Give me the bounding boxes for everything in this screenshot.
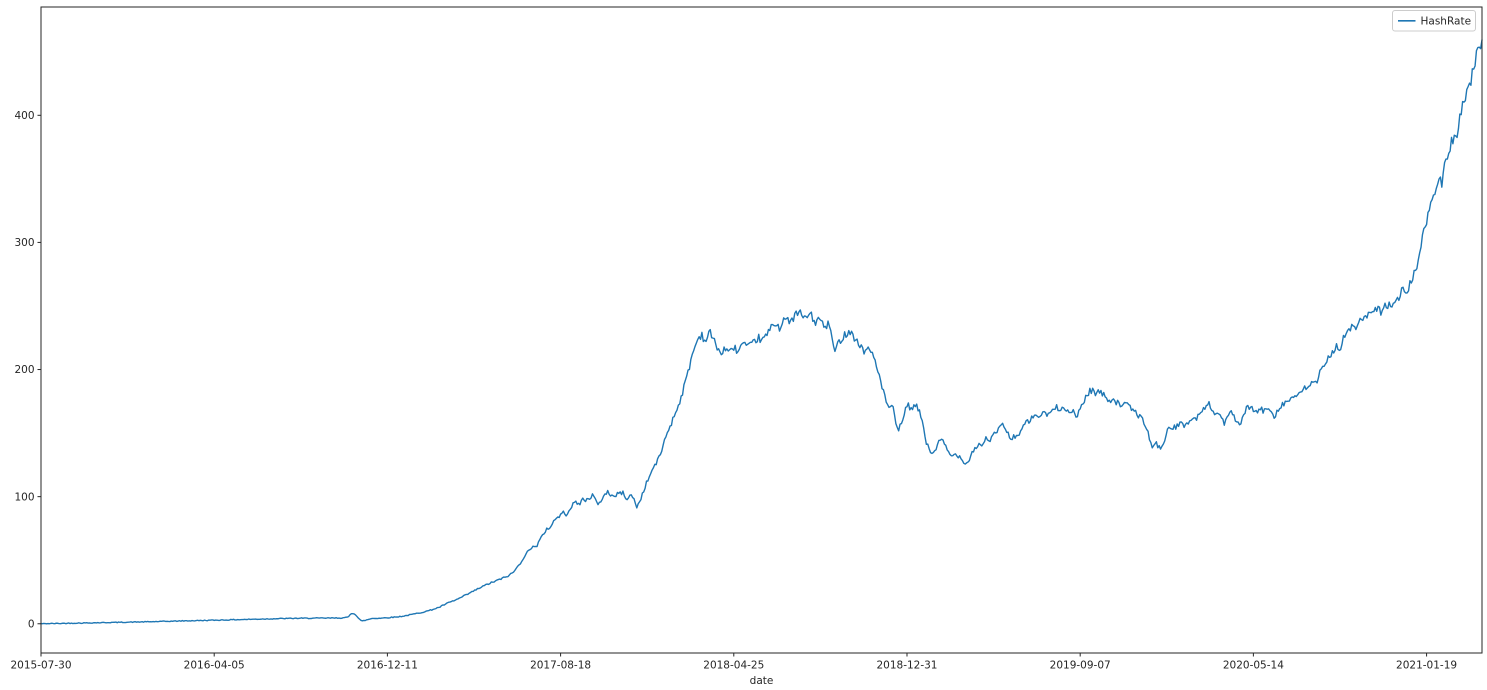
y-tick-label: 400 — [14, 110, 34, 122]
x-tick-label: 2021-01-19 — [1396, 660, 1457, 672]
x-tick-label: 2015-07-30 — [10, 660, 71, 672]
plot-area: 2015-07-30 2016-04-05 2016-12-11 2017-08-18… — [10, 6, 1483, 672]
legend-box — [1392, 10, 1476, 32]
legend: HashRate — [1392, 10, 1476, 32]
x-axis-label: date — [750, 675, 774, 687]
x-tick-label: 2017-08-18 — [530, 660, 591, 672]
y-tick-label: 200 — [14, 364, 34, 376]
x-tick-label: 2020-05-14 — [1223, 660, 1284, 672]
y-tick-label: 100 — [14, 491, 34, 503]
y-tick-label: 0 — [28, 618, 35, 630]
hashrate-series-line — [40, 39, 1483, 625]
x-tick-label: 2018-04-25 — [703, 660, 764, 672]
y-tick-label: 300 — [14, 237, 34, 249]
axes-spines — [40, 6, 1483, 654]
x-tick-label: 2016-12-11 — [357, 660, 418, 672]
x-tick-label: 2016-04-05 — [184, 660, 245, 672]
x-tick-label: 2018-12-31 — [876, 660, 937, 672]
x-tick-label: 2019-09-07 — [1050, 660, 1111, 672]
legend-label: HashRate — [1421, 16, 1472, 28]
